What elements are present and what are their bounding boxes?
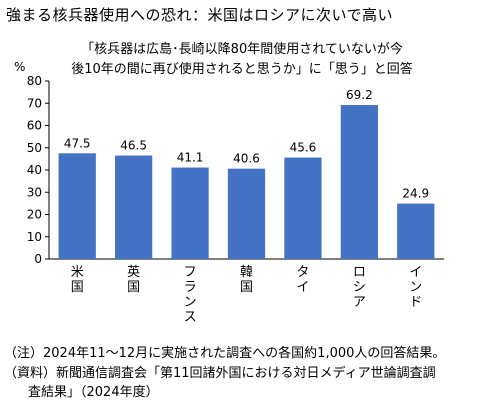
bar — [340, 105, 378, 259]
source-note: （資料）新聞通信調査会「第11回諸外国における対日メディア世論調査調 — [4, 366, 436, 381]
y-tick-label: 50 — [27, 141, 42, 155]
bar-value-label: 69.2 — [346, 88, 373, 102]
y-tick-label: 70 — [27, 96, 42, 110]
y-tick-label: 20 — [27, 208, 42, 222]
bar — [284, 157, 322, 259]
bar-chart: 0 10 20 30 40 50 60 70 80 47.5 米国 46.5 英国 41.1 フランス 40.… — [27, 74, 444, 325]
y-tick-label: 0 — [34, 252, 42, 266]
footnote: （注）2024年11～12月に実施された調査への各国約1,000人の回答結果。 — [4, 346, 446, 361]
chart-subtitle-line2: 後10年の間に再び使用されると思うか」に「思う」と回答 — [71, 62, 413, 77]
x-tick-label: 英国 — [127, 265, 140, 295]
x-tick-label: フランス — [184, 265, 197, 325]
bar-value-label: 24.9 — [402, 187, 429, 201]
bar — [227, 168, 266, 259]
x-tick-label: 韓国 — [240, 265, 253, 295]
bar — [115, 155, 153, 259]
bar-value-label: 40.6 — [233, 152, 260, 166]
y-axis-unit: % — [14, 60, 26, 74]
x-tick-label: タイ — [296, 265, 309, 295]
y-tick-label: 10 — [27, 230, 42, 244]
bar-value-label: 47.5 — [64, 136, 91, 150]
chart-subtitle-line1: 「核兵器は広島･長崎以降80年間使用されていないが今 — [81, 42, 403, 57]
bar-value-label: 46.5 — [120, 139, 147, 153]
y-tick-label: 30 — [27, 185, 42, 199]
x-tick-label: ロシア — [353, 265, 366, 310]
x-tick-label: 米国 — [71, 265, 84, 295]
bar — [58, 153, 96, 259]
bar-value-label: 41.1 — [177, 151, 204, 165]
chart-title: 強まる核兵器使用への恐れ：米国はロシアに次いで高い — [6, 6, 394, 24]
y-tick-label: 60 — [27, 119, 42, 133]
bar — [171, 167, 209, 259]
bar — [397, 203, 435, 259]
source-note-continued: 査結果」（2024年度） — [28, 385, 159, 400]
y-tick-label: 80 — [27, 74, 42, 88]
bar-value-label: 45.6 — [290, 141, 317, 155]
y-tick-label: 40 — [27, 163, 42, 177]
x-tick-label: インド — [409, 265, 422, 310]
